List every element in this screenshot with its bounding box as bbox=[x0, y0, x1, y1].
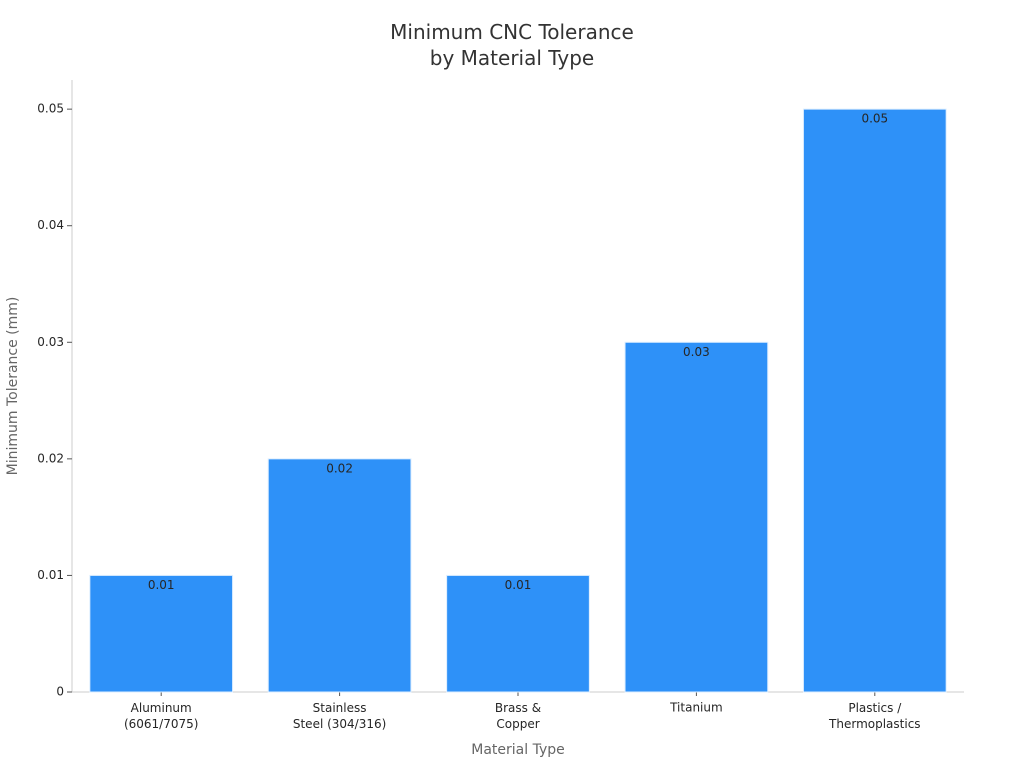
x-tick-label: Aluminum (6061/7075) bbox=[124, 701, 198, 731]
bar bbox=[624, 341, 769, 693]
value-label: 0.03 bbox=[683, 345, 710, 359]
y-tick-label: 0.02 bbox=[37, 451, 64, 465]
y-tick-label: 0.01 bbox=[37, 568, 64, 582]
bar bbox=[446, 574, 590, 693]
x-tick-label: Stainless Steel (304/316) bbox=[293, 701, 386, 731]
x-axis-label: Material Type bbox=[471, 742, 564, 758]
y-tick-label: 0.03 bbox=[37, 335, 64, 349]
y-tick-label: 0.04 bbox=[37, 218, 64, 232]
y-tick-label: 0.05 bbox=[37, 102, 64, 116]
bar bbox=[267, 458, 412, 693]
x-tick-label: Titanium bbox=[669, 701, 723, 715]
value-label: 0.05 bbox=[861, 112, 888, 126]
x-tick-label: Plastics / Thermoplastics bbox=[828, 701, 921, 731]
bar bbox=[802, 108, 947, 693]
x-tick-label: Brass & Copper bbox=[495, 701, 541, 731]
value-label: 0.01 bbox=[505, 578, 532, 592]
y-tick-label: 0 bbox=[56, 685, 64, 699]
chart-title: Minimum CNC Tolerance by Material Type bbox=[390, 20, 634, 70]
value-label: 0.02 bbox=[326, 461, 353, 475]
value-label: 0.01 bbox=[148, 578, 175, 592]
y-axis-label: Minimum Tolerance (mm) bbox=[5, 297, 21, 476]
bar bbox=[89, 574, 234, 693]
